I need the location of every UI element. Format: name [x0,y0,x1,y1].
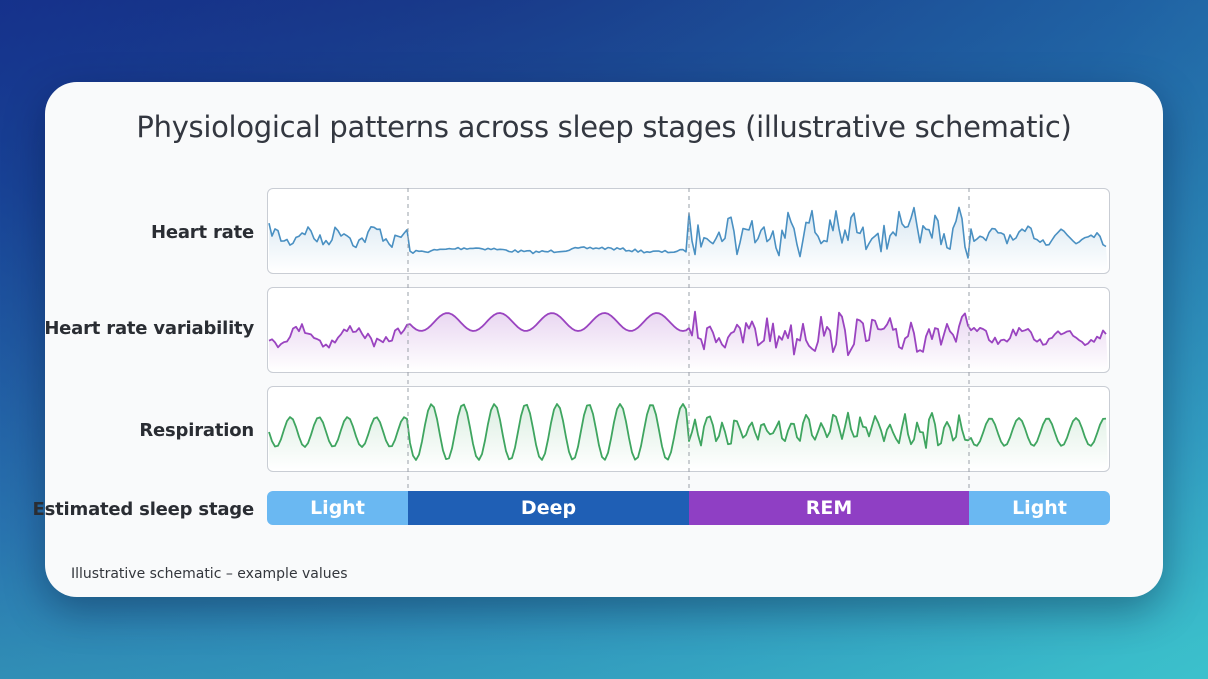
row-label-sleep-stage: Estimated sleep stage [32,499,255,520]
page-title: Physiological patterns across sleep stag… [136,110,1072,144]
stage-label: Light [1012,497,1067,519]
stage-deep: Deep [408,491,689,525]
row-label-hrv: Heart rate variability [44,318,254,339]
stage-label: REM [805,497,853,519]
heart-rate-panel [267,188,1110,274]
respiration-panel [267,386,1110,472]
stage-light-2: Light [969,491,1110,525]
stage-label: Light [310,497,365,519]
row-label-heart-rate: Heart rate [150,222,254,243]
stage-light-1: Light [267,491,408,525]
row-label-respiration: Respiration [139,420,254,441]
stage-label: Deep [520,497,577,519]
hrv-panel [267,287,1110,373]
footnote: Illustrative schematic – example values [71,566,348,582]
stage-rem: REM [689,491,969,525]
